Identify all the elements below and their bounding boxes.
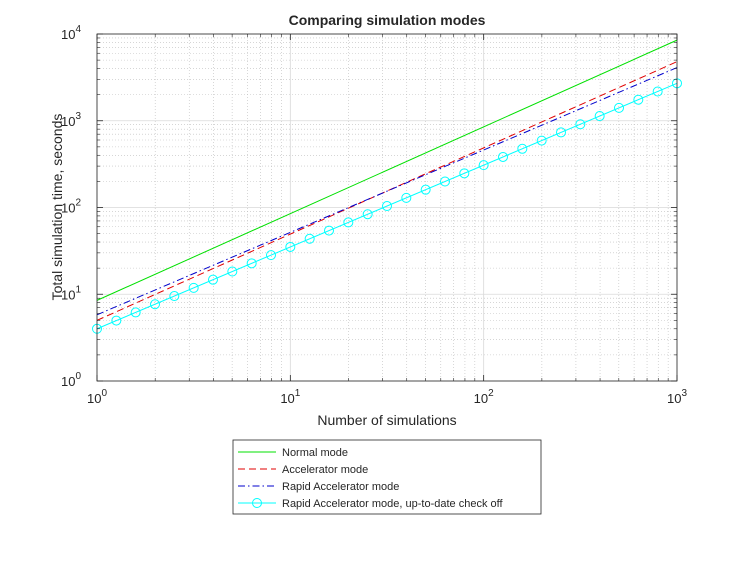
series-marker <box>459 168 470 179</box>
series-marker <box>652 86 663 97</box>
series-marker <box>324 225 334 236</box>
y-tick-exponent: 3 <box>75 111 81 122</box>
x-tick-label: 100 <box>87 388 107 406</box>
y-tick-label: 102 <box>61 198 81 216</box>
series-marker <box>478 160 489 171</box>
y-tick-base: 10 <box>61 201 75 216</box>
y-tick-label: 103 <box>61 111 81 129</box>
series-line-4 <box>96 82 678 330</box>
x-tick-exponent: 1 <box>295 388 301 399</box>
series-marker <box>633 94 644 105</box>
series-marker <box>614 102 624 113</box>
series-marker <box>575 119 586 130</box>
legend-label: Rapid Accelerator mode, up-to-date check… <box>282 498 503 510</box>
x-tick-label: 101 <box>280 388 300 406</box>
x-tick-exponent: 3 <box>681 388 687 399</box>
series-marker <box>343 217 354 228</box>
chart-title: Comparing simulation modes <box>289 12 486 28</box>
series-marker <box>266 250 276 261</box>
legend-label: Normal mode <box>282 447 348 459</box>
series-marker <box>536 135 547 146</box>
x-tick-base: 10 <box>667 391 681 406</box>
series-marker <box>208 274 218 285</box>
x-tick-exponent: 0 <box>101 388 107 399</box>
y-tick-exponent: 1 <box>75 284 81 295</box>
y-tick-label: 101 <box>61 284 81 302</box>
legend-label: Accelerator mode <box>282 464 368 476</box>
series-marker <box>401 192 412 203</box>
legend-entries: Normal mode Accelerator mode Rapid Acceler… <box>238 447 503 510</box>
series-marker <box>362 209 373 220</box>
series-line-3 <box>96 67 678 316</box>
x-tick-exponent: 2 <box>488 388 494 399</box>
series-marker <box>169 291 180 302</box>
x-axis-label: Number of simulations <box>317 412 456 428</box>
series-marker <box>594 111 605 122</box>
y-tick-label: 100 <box>61 371 81 389</box>
series-marker <box>111 315 122 326</box>
series-marker <box>150 299 160 310</box>
legend-entry: Normal mode <box>238 447 348 459</box>
legend-entry: Rapid Accelerator mode <box>238 481 399 493</box>
x-tick-label: 103 <box>667 388 687 406</box>
y-tick-exponent: 4 <box>75 24 81 35</box>
legend-entry: Accelerator mode <box>238 464 368 476</box>
y-tick-exponent: 2 <box>75 198 81 209</box>
legend-entry: Rapid Accelerator mode, up-to-date check… <box>238 498 503 510</box>
y-tick-label: 104 <box>61 24 81 42</box>
x-tick-labels: 100 101 102 103 <box>87 388 687 406</box>
x-tick-base: 10 <box>280 391 294 406</box>
series-marker <box>420 184 431 195</box>
legend: Normal mode Accelerator mode Rapid Acceler… <box>232 439 542 515</box>
y-tick-exponent: 0 <box>75 371 81 382</box>
y-axis-label: Total simulation time, seconds <box>49 114 65 301</box>
series-marker <box>304 233 315 244</box>
series-marker <box>556 127 566 138</box>
series-marker <box>227 266 238 277</box>
series-marker <box>130 307 141 318</box>
y-tick-base: 10 <box>61 114 75 129</box>
legend-label: Rapid Accelerator mode <box>282 481 399 493</box>
series-marker <box>517 143 528 154</box>
series-marker <box>246 258 257 269</box>
series-marker <box>285 241 296 252</box>
series-marker <box>188 282 199 293</box>
series-line-1 <box>96 39 678 301</box>
series-marker <box>382 201 392 212</box>
series-layer <box>92 39 682 334</box>
legend-marker <box>252 498 262 508</box>
tick-marks <box>96 33 678 382</box>
y-tick-base: 10 <box>61 287 75 302</box>
y-tick-base: 10 <box>61 27 75 42</box>
y-tick-base: 10 <box>61 374 75 389</box>
series-marker <box>440 176 450 187</box>
x-tick-base: 10 <box>87 391 101 406</box>
series-line-2 <box>96 61 678 321</box>
minor-grid <box>97 34 677 381</box>
x-tick-label: 102 <box>474 388 494 406</box>
x-tick-base: 10 <box>474 391 488 406</box>
legend-box <box>232 439 542 515</box>
series-marker <box>498 151 508 162</box>
